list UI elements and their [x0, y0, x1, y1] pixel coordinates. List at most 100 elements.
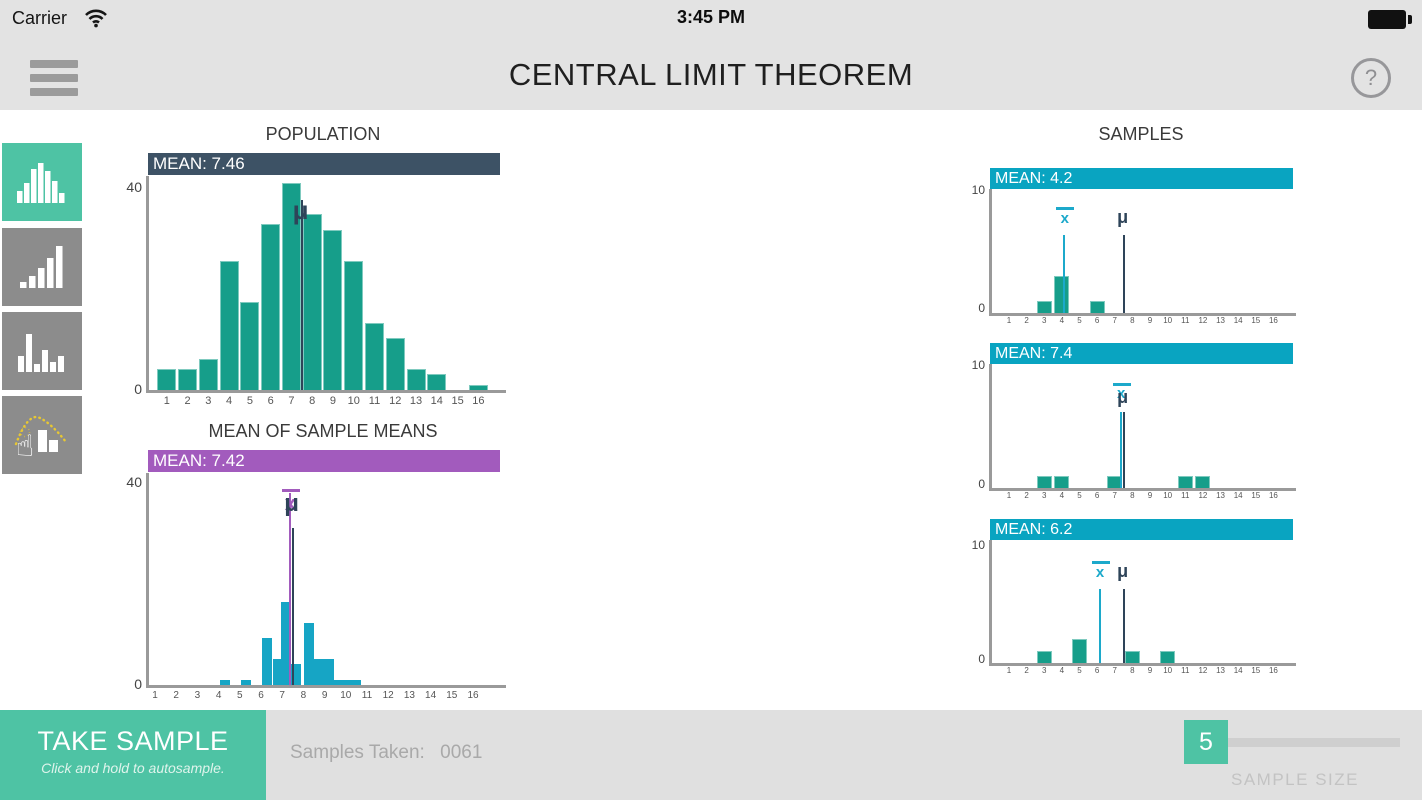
histogram-bar	[406, 369, 426, 390]
top-bar: Carrier 3:45 PM CENTRAL LIMIT THEOREM ?	[0, 0, 1422, 110]
x-tick-label: 4	[226, 395, 233, 407]
battery-nub-icon	[1408, 15, 1412, 24]
y-axis-zero-label: 0	[978, 477, 985, 491]
mu-marker-symbol: μ	[292, 195, 309, 225]
xbar-marker-overbar	[1056, 207, 1075, 210]
help-button[interactable]: ?	[1351, 58, 1391, 98]
histogram-bar	[468, 384, 488, 390]
x-tick-label: 12	[1198, 491, 1208, 500]
histogram-bar	[261, 224, 281, 390]
histogram-bell-icon	[17, 163, 65, 203]
y-axis	[989, 189, 992, 315]
x-tick-label: 16	[467, 690, 479, 701]
x-tick-label: 11	[1181, 316, 1190, 325]
xbar-marker-symbol: x	[1117, 385, 1126, 402]
histogram-bar	[281, 602, 292, 685]
histogram-bar	[1195, 475, 1211, 488]
y-axis-max-label: 10	[971, 358, 985, 372]
x-tick-label: 14	[1233, 491, 1243, 500]
histogram-bar	[1177, 475, 1193, 488]
x-tick-label: 8	[300, 690, 307, 701]
x-axis	[989, 663, 1296, 666]
x-tick-label: 5	[1077, 316, 1082, 325]
histogram-bar	[1036, 475, 1052, 488]
sample-size-slider-track[interactable]	[1228, 738, 1400, 747]
x-tick-label: 8	[309, 395, 316, 407]
sidebar-item-random-distribution[interactable]	[2, 312, 82, 390]
sidebar-item-skewed-distribution[interactable]	[2, 228, 82, 306]
x-tick-label: 12	[382, 690, 394, 701]
samples-taken-counter: Samples Taken: 0061	[290, 742, 482, 764]
x-tick-label: 9	[329, 395, 337, 407]
x-tick-label: 16	[1268, 491, 1278, 500]
y-axis-max-label: 10	[971, 538, 985, 552]
x-tick-label: 15	[446, 690, 458, 701]
sample-size-slider-handle[interactable]: 5	[1184, 720, 1228, 764]
x-tick-label: 10	[340, 690, 352, 701]
x-tick-label: 6	[1094, 491, 1100, 500]
x-tick-label: 11	[1181, 666, 1190, 675]
x-tick-label: 10	[347, 395, 360, 407]
x-tick-label: 13	[403, 690, 415, 701]
x-tick-label: 13	[1216, 666, 1225, 675]
x-tick-label: 8	[1130, 491, 1135, 500]
chart-title: POPULATION	[265, 124, 381, 144]
y-axis-zero-label: 0	[134, 676, 142, 692]
x-tick-label: 1	[152, 690, 158, 701]
x-tick-label: 12	[1198, 666, 1208, 675]
histogram-bar	[1036, 651, 1052, 663]
carrier-label: Carrier	[12, 8, 68, 28]
x-axis	[989, 488, 1296, 491]
hamburger-menu-icon[interactable]	[30, 60, 78, 100]
mu-marker-line	[1122, 589, 1126, 663]
histogram-bar	[219, 679, 230, 685]
y-axis	[989, 364, 992, 490]
mu-marker-line	[1122, 412, 1126, 488]
samples-taken-label: Samples Taken:	[290, 742, 425, 763]
battery-icon	[1368, 10, 1406, 29]
x-tick-label: 10	[1163, 666, 1173, 675]
xbar-marker-symbol: x	[1060, 210, 1069, 227]
x-tick-label: 6	[1094, 316, 1100, 325]
sidebar-item-normal-distribution[interactable]	[2, 143, 82, 221]
sidebar-item-custom-distribution[interactable]: ☝	[2, 396, 82, 474]
bottom-bar: TAKE SAMPLE Click and hold to autosample…	[0, 710, 1422, 800]
x-tick-label: 6	[267, 395, 274, 407]
x-tick-label: 15	[1251, 491, 1261, 500]
x-tick-label: 13	[1216, 491, 1225, 500]
x-tick-label: 11	[361, 690, 373, 701]
xbar-marker-overbar	[1112, 383, 1131, 386]
histogram-bar	[1054, 276, 1070, 313]
x-tick-label: 6	[258, 690, 264, 701]
x-tick-label: 3	[1042, 666, 1047, 675]
x-tick-label: 5	[237, 690, 243, 701]
take-sample-button[interactable]: TAKE SAMPLE Click and hold to autosample…	[0, 710, 266, 800]
x-tick-label: 4	[1059, 666, 1065, 675]
histogram-bar	[1089, 300, 1105, 313]
histogram-bar	[241, 679, 252, 685]
y-axis	[146, 176, 149, 392]
mu-marker-symbol: μ	[284, 490, 299, 517]
x-tick-label: 13	[409, 395, 423, 407]
histogram-bar	[1072, 639, 1088, 663]
x-tick-label: 14	[1233, 666, 1243, 675]
wifi-icon	[84, 8, 108, 33]
chart-mean-header: MEAN: 6.2	[990, 519, 1293, 540]
x-axis	[146, 685, 506, 688]
x-tick-label: 16	[1268, 666, 1278, 675]
clock-label: 3:45 PM	[676, 7, 746, 27]
histogram-bar	[1036, 300, 1052, 313]
xbar-marker-line	[1063, 235, 1066, 313]
histogram-bar	[1124, 651, 1140, 663]
x-tick-label: 10	[1163, 316, 1173, 325]
chart-mean-header: MEAN: 7.42	[148, 450, 500, 472]
chart-mean-header: MEAN: 7.4	[990, 343, 1293, 364]
x-tick-label: 12	[1198, 316, 1208, 325]
x-tick-label: 4	[1059, 491, 1065, 500]
x-tick-label: 7	[1112, 491, 1117, 500]
histogram-bar	[323, 659, 334, 685]
mu-marker-symbol: μ	[1117, 387, 1129, 407]
x-tick-label: 3	[1042, 491, 1047, 500]
x-tick-label: 15	[1251, 666, 1261, 675]
x-tick-label: 7	[1112, 666, 1117, 675]
